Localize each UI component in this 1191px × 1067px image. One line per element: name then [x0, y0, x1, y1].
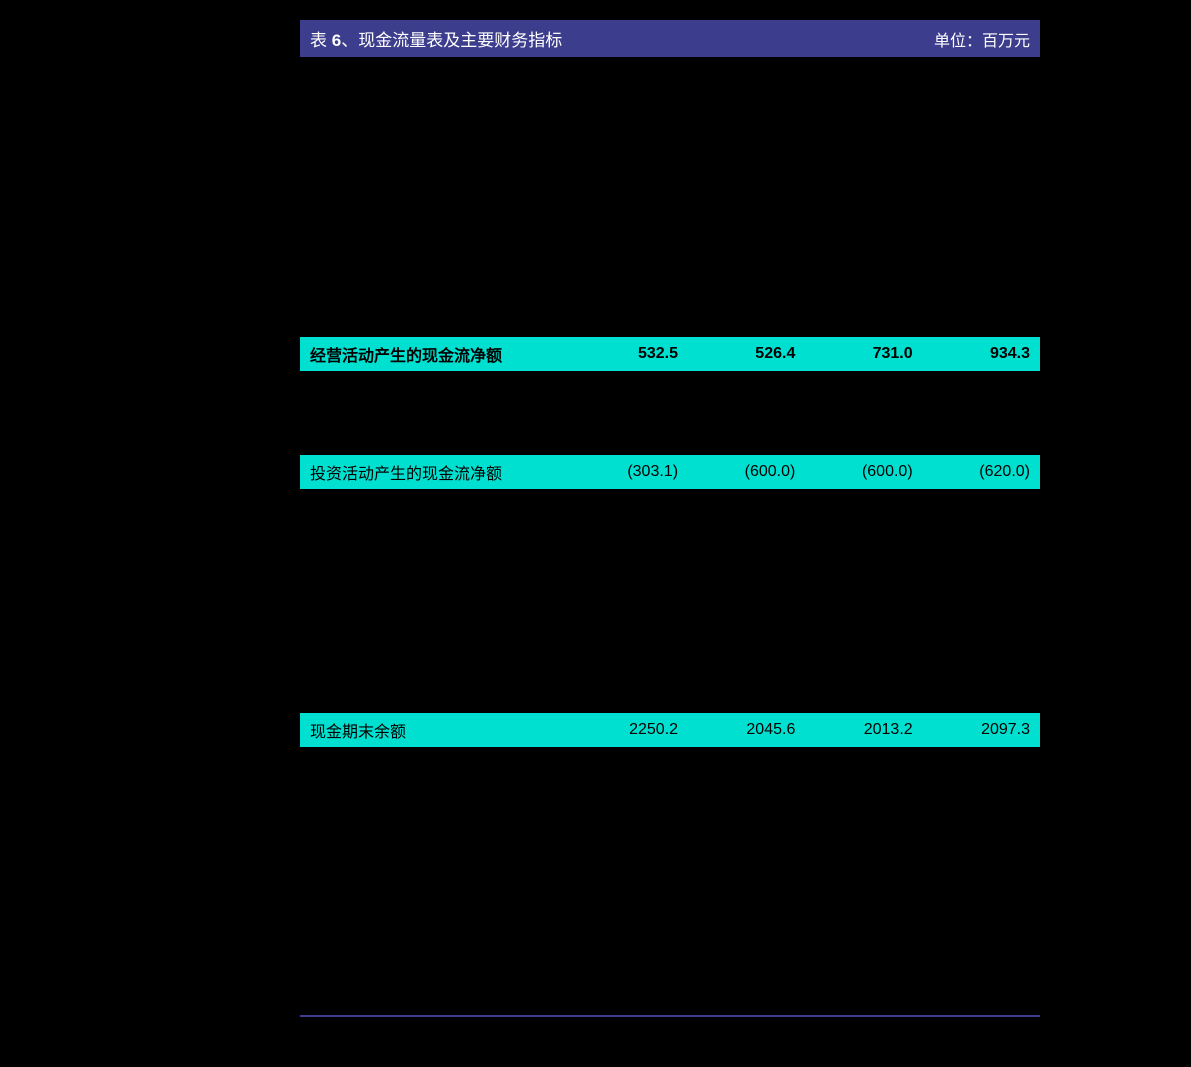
table-row: 现金期末余额2250.22045.62013.22097.3: [300, 713, 1040, 747]
row-value: 532.5: [571, 337, 688, 371]
row-value: (620.0): [923, 455, 1040, 489]
cash-flow-table-container: 表 6、现金流量表及主要财务指标 单位：百万元 经营活动产生的现金流净额532.…: [300, 20, 1040, 747]
row-value: 2097.3: [923, 713, 1040, 747]
row-label: 现金期末余额: [300, 713, 571, 747]
table-row: 投资活动产生的现金流净额(303.1)(600.0)(600.0)(620.0): [300, 455, 1040, 489]
title-number: 6: [332, 31, 341, 50]
spacer-row: [300, 113, 1040, 141]
table-header-row: 表 6、现金流量表及主要财务指标 单位：百万元: [300, 20, 1040, 57]
row-value: 934.3: [923, 337, 1040, 371]
row-value: (303.1): [571, 455, 688, 489]
row-value: (600.0): [805, 455, 922, 489]
spacer-row: [300, 489, 1040, 517]
row-label: 经营活动产生的现金流净额: [300, 337, 571, 371]
spacer-row: [300, 281, 1040, 309]
spacer-row: [300, 573, 1040, 601]
spacer-row: [300, 517, 1040, 545]
spacer-row: [300, 657, 1040, 685]
spacer-row: [300, 225, 1040, 253]
spacer-row: [300, 169, 1040, 197]
table-row: 经营活动产生的现金流净额532.5526.4731.0934.3: [300, 337, 1040, 371]
table-unit: 单位：百万元: [934, 27, 1030, 51]
spacer-row: [300, 253, 1040, 281]
spacer-row: [300, 197, 1040, 225]
row-value: 731.0: [805, 337, 922, 371]
row-value: 2250.2: [571, 713, 688, 747]
row-value: (600.0): [688, 455, 805, 489]
table-title: 表 6、现金流量表及主要财务指标: [310, 26, 562, 51]
spacer-row: [300, 309, 1040, 337]
spacer-row: [300, 545, 1040, 573]
title-suffix: 、现金流量表及主要财务指标: [341, 31, 562, 50]
spacer-row: [300, 601, 1040, 629]
row-value: 526.4: [688, 337, 805, 371]
spacer-row: [300, 57, 1040, 85]
row-label: 投资活动产生的现金流净额: [300, 455, 571, 489]
bottom-divider: [300, 1015, 1040, 1017]
spacer-row: [300, 685, 1040, 713]
spacer-row: [300, 141, 1040, 169]
table-body: 经营活动产生的现金流净额532.5526.4731.0934.3 投资活动产生的现…: [300, 57, 1040, 747]
spacer-row: [300, 85, 1040, 113]
cash-flow-table: 经营活动产生的现金流净额532.5526.4731.0934.3 投资活动产生的现…: [300, 57, 1040, 747]
spacer-row: [300, 371, 1040, 399]
title-prefix: 表: [310, 31, 332, 50]
spacer-row: [300, 399, 1040, 427]
spacer-row: [300, 629, 1040, 657]
spacer-row: [300, 427, 1040, 455]
row-value: 2045.6: [688, 713, 805, 747]
row-value: 2013.2: [805, 713, 922, 747]
